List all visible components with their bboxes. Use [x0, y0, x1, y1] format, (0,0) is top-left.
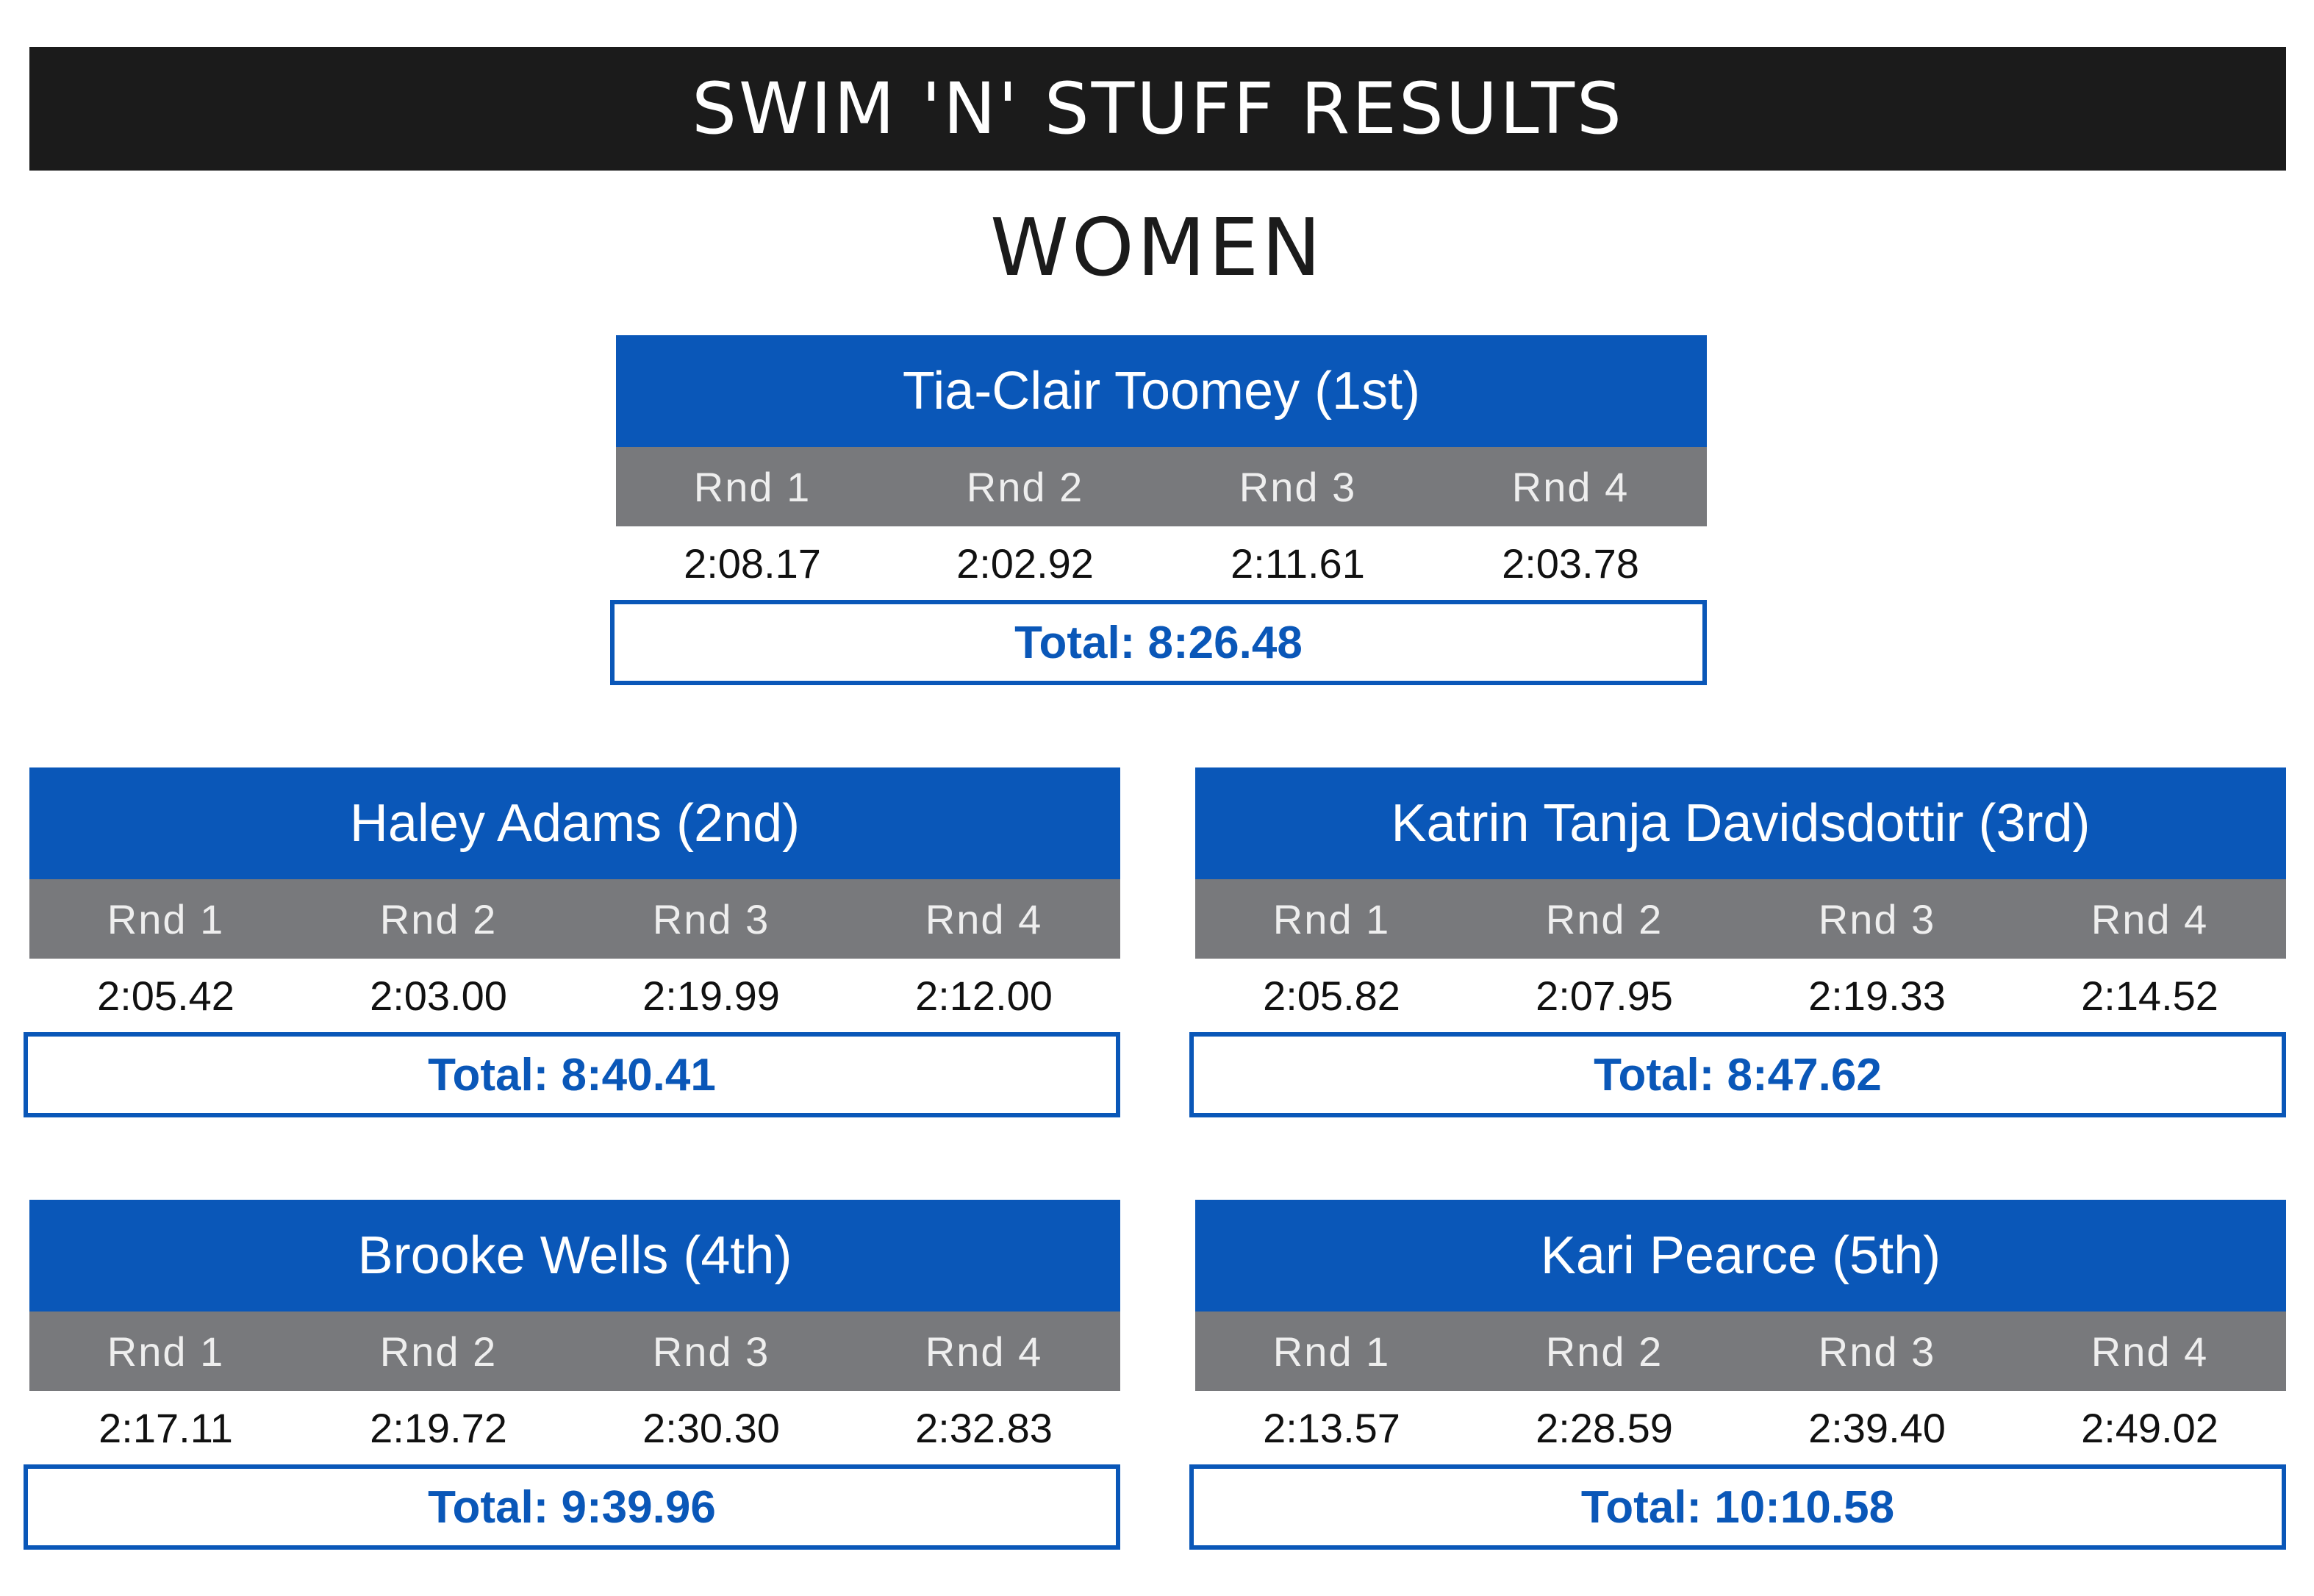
athlete-card-4: Brooke Wells (4th) Rnd 1 Rnd 2 Rnd 3 Rnd…	[24, 1200, 1120, 1550]
round-label: Rnd 3	[1818, 1328, 1936, 1375]
round-label: Rnd 2	[1545, 1328, 1663, 1375]
page-title-bar: SWIM 'N' STUFF RESULTS	[29, 47, 2286, 171]
time-row: 2:05.82 2:07.95 2:19.33 2:14.52	[1195, 959, 2286, 1032]
round-time: 2:49.02	[2081, 1404, 2218, 1451]
round-time: 2:07.95	[1536, 972, 1673, 1019]
round-label: Rnd 2	[379, 895, 498, 942]
round-header-row: Rnd 1 Rnd 2 Rnd 3 Rnd 4	[1195, 1311, 2286, 1391]
round-label: Rnd 2	[379, 1328, 498, 1375]
round-label: Rnd 3	[652, 1328, 770, 1375]
round-label: Rnd 4	[925, 1328, 1043, 1375]
total-time: Total: 8:47.62	[1594, 1049, 1882, 1101]
athlete-name: Brooke Wells (4th)	[357, 1226, 792, 1285]
athlete-name: Katrin Tanja Davidsdottir (3rd)	[1391, 794, 2091, 853]
round-time: 2:17.11	[98, 1404, 233, 1451]
round-time: 2:30.30	[642, 1404, 780, 1451]
total-box: Total: 8:40.41	[24, 1032, 1120, 1117]
athlete-card-1: Tia-Clair Toomey (1st) Rnd 1 Rnd 2 Rnd 3…	[610, 335, 1707, 685]
round-time: 2:39.40	[1808, 1404, 1946, 1451]
athlete-name-header: Haley Adams (2nd)	[29, 767, 1120, 879]
athlete-name: Kari Pearce (5th)	[1540, 1226, 1941, 1285]
round-label: Rnd 4	[2091, 1328, 2209, 1375]
round-time: 2:13.57	[1263, 1404, 1400, 1451]
round-time: 2:02.92	[956, 540, 1094, 587]
round-header-row: Rnd 1 Rnd 2 Rnd 3 Rnd 4	[29, 1311, 1120, 1391]
total-box: Total: 8:26.48	[610, 600, 1707, 685]
round-time: 2:05.82	[1263, 972, 1400, 1019]
total-box: Total: 9:39.96	[24, 1464, 1120, 1550]
athlete-card-2: Haley Adams (2nd) Rnd 1 Rnd 2 Rnd 3 Rnd …	[24, 767, 1120, 1117]
athlete-name: Tia-Clair Toomey (1st)	[902, 362, 1421, 421]
round-label: Rnd 1	[1272, 1328, 1391, 1375]
round-label: Rnd 2	[1545, 895, 1663, 942]
athlete-card-5: Kari Pearce (5th) Rnd 1 Rnd 2 Rnd 3 Rnd …	[1189, 1200, 2286, 1550]
round-time: 2:08.17	[684, 540, 821, 587]
round-label: Rnd 3	[1818, 895, 1936, 942]
round-time: 2:19.99	[642, 972, 780, 1019]
round-time: 2:28.59	[1536, 1404, 1673, 1451]
round-time: 2:03.00	[370, 972, 507, 1019]
total-time: Total: 10:10.58	[1580, 1481, 1895, 1533]
total-time: Total: 8:26.48	[1014, 617, 1303, 668]
round-header-row: Rnd 1 Rnd 2 Rnd 3 Rnd 4	[29, 879, 1120, 959]
total-box: Total: 8:47.62	[1189, 1032, 2286, 1117]
round-time: 2:32.83	[915, 1404, 1053, 1451]
total-time: Total: 9:39.96	[428, 1481, 716, 1533]
round-label: Rnd 1	[693, 463, 812, 510]
athlete-name: Haley Adams (2nd)	[349, 794, 800, 853]
total-box: Total: 10:10.58	[1189, 1464, 2286, 1550]
round-time: 2:12.00	[915, 972, 1053, 1019]
round-time: 2:19.33	[1808, 972, 1946, 1019]
round-label: Rnd 4	[1511, 463, 1630, 510]
total-time: Total: 8:40.41	[428, 1049, 716, 1101]
page-title: SWIM 'N' STUFF RESULTS	[692, 68, 1624, 150]
round-time: 2:19.72	[370, 1404, 507, 1451]
round-label: Rnd 1	[107, 1328, 225, 1375]
time-row: 2:17.11 2:19.72 2:30.30 2:32.83	[29, 1391, 1120, 1464]
round-time: 2:11.61	[1231, 540, 1365, 587]
round-label: Rnd 4	[925, 895, 1043, 942]
round-time: 2:05.42	[97, 972, 234, 1019]
section-title-text: WOMEN	[989, 201, 1324, 294]
round-label: Rnd 3	[1239, 463, 1357, 510]
round-label: Rnd 3	[652, 895, 770, 942]
athlete-card-3: Katrin Tanja Davidsdottir (3rd) Rnd 1 Rn…	[1189, 767, 2286, 1117]
athlete-name-header: Katrin Tanja Davidsdottir (3rd)	[1195, 767, 2286, 879]
athlete-name-header: Tia-Clair Toomey (1st)	[616, 335, 1707, 447]
round-label: Rnd 1	[1272, 895, 1391, 942]
round-label: Rnd 1	[107, 895, 225, 942]
section-title: WOMEN	[0, 200, 2314, 296]
time-row: 2:13.57 2:28.59 2:39.40 2:49.02	[1195, 1391, 2286, 1464]
round-label: Rnd 2	[966, 463, 1084, 510]
round-label: Rnd 4	[2091, 895, 2209, 942]
athlete-name-header: Kari Pearce (5th)	[1195, 1200, 2286, 1311]
round-time: 2:03.78	[1502, 540, 1639, 587]
time-row: 2:05.42 2:03.00 2:19.99 2:12.00	[29, 959, 1120, 1032]
athlete-name-header: Brooke Wells (4th)	[29, 1200, 1120, 1311]
time-row: 2:08.17 2:02.92 2:11.61 2:03.78	[616, 526, 1707, 600]
round-time: 2:14.52	[2081, 972, 2218, 1019]
round-header-row: Rnd 1 Rnd 2 Rnd 3 Rnd 4	[616, 447, 1707, 526]
round-header-row: Rnd 1 Rnd 2 Rnd 3 Rnd 4	[1195, 879, 2286, 959]
